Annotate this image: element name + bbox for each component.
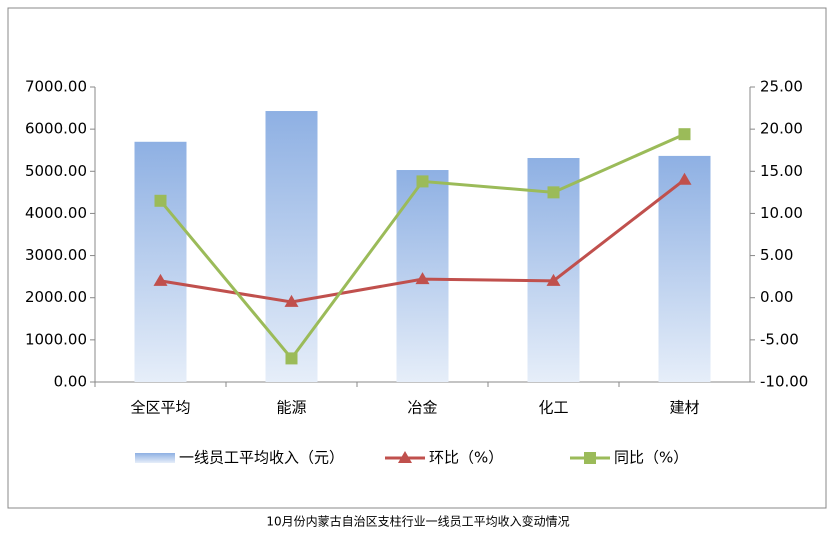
y-tick-label: 0.00: [54, 373, 87, 391]
legend-label: 同比（%）: [614, 449, 688, 467]
line-marker: [154, 194, 167, 207]
y-tick-label: 1000.00: [25, 330, 87, 348]
legend-label: 一线员工平均收入（元）: [179, 449, 344, 467]
y2-tick-label: -5.00: [760, 330, 799, 348]
line-marker: [584, 452, 596, 464]
y-tick-label: 5000.00: [25, 162, 87, 180]
bar: [134, 141, 187, 382]
line-marker: [546, 273, 561, 286]
x-tick-label: 冶金: [407, 399, 437, 417]
y2-tick-label: 10.00: [760, 204, 803, 222]
legend-label: 环比（%）: [429, 449, 503, 467]
x-tick-label: 全区平均: [130, 399, 190, 417]
y2-tick-label: 0.00: [760, 288, 793, 306]
x-tick-label: 化工: [538, 399, 568, 417]
bar: [265, 111, 318, 383]
line-marker: [284, 294, 299, 307]
line-marker: [398, 451, 412, 463]
chart-border: [7, 7, 827, 509]
chart-title: 10月份内蒙古自治区支柱行业一线员工平均收入变动情况: [266, 514, 569, 529]
y2-tick-label: -10.00: [760, 373, 808, 391]
legend-swatch: [135, 453, 175, 463]
line-marker: [153, 273, 168, 286]
x-tick-label: 能源: [276, 399, 306, 417]
bar: [658, 155, 711, 382]
y2-tick-label: 20.00: [760, 120, 803, 138]
y2-tick-label: 5.00: [760, 246, 793, 264]
x-tick-label: 建材: [669, 399, 699, 417]
line-marker: [678, 128, 691, 141]
line-marker: [547, 186, 560, 199]
y-tick-label: 7000.00: [25, 78, 87, 96]
y2-tick-label: 15.00: [760, 162, 803, 180]
y-tick-label: 6000.00: [25, 120, 87, 138]
line-marker: [677, 172, 692, 185]
y-tick-label: 3000.00: [25, 246, 87, 264]
y2-tick-label: 25.00: [760, 78, 803, 96]
y-tick-label: 4000.00: [25, 204, 87, 222]
line-marker: [285, 352, 298, 365]
y-tick-label: 2000.00: [25, 288, 87, 306]
line-marker: [415, 272, 430, 285]
line-marker: [416, 175, 429, 188]
